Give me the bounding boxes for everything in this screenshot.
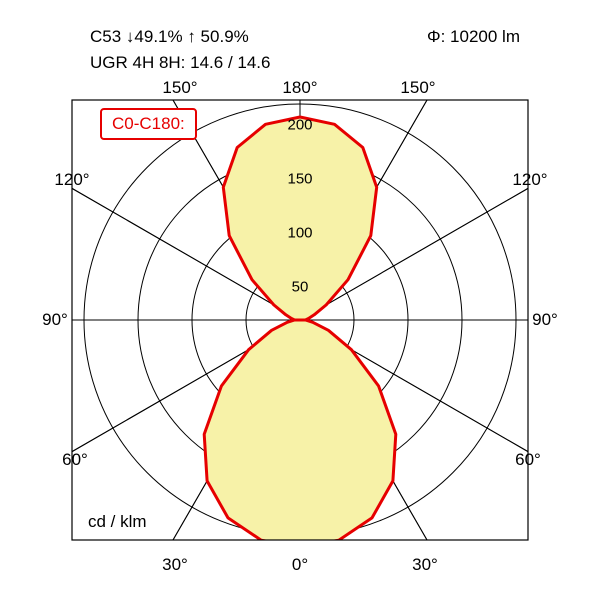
angle-label: 30° [162, 555, 188, 575]
ring-label: 100 [287, 225, 312, 242]
angle-label: 180° [282, 78, 317, 98]
angle-label: 60° [62, 450, 88, 470]
angle-label: 60° [515, 450, 541, 470]
angle-label: 120° [512, 170, 547, 190]
angle-label: 90° [532, 310, 558, 330]
angle-label: 120° [54, 170, 89, 190]
ring-label: 50 [292, 279, 309, 296]
angle-label: 0° [292, 555, 308, 575]
unit-label: cd / klm [88, 512, 147, 532]
angle-label: 150° [162, 78, 197, 98]
angle-label: 30° [412, 555, 438, 575]
legend-c0-c180: C0-C180: [100, 108, 197, 140]
angle-label: 150° [400, 78, 435, 98]
angle-label: 90° [42, 310, 68, 330]
ring-label: 200 [287, 117, 312, 134]
ring-label: 150 [287, 171, 312, 188]
